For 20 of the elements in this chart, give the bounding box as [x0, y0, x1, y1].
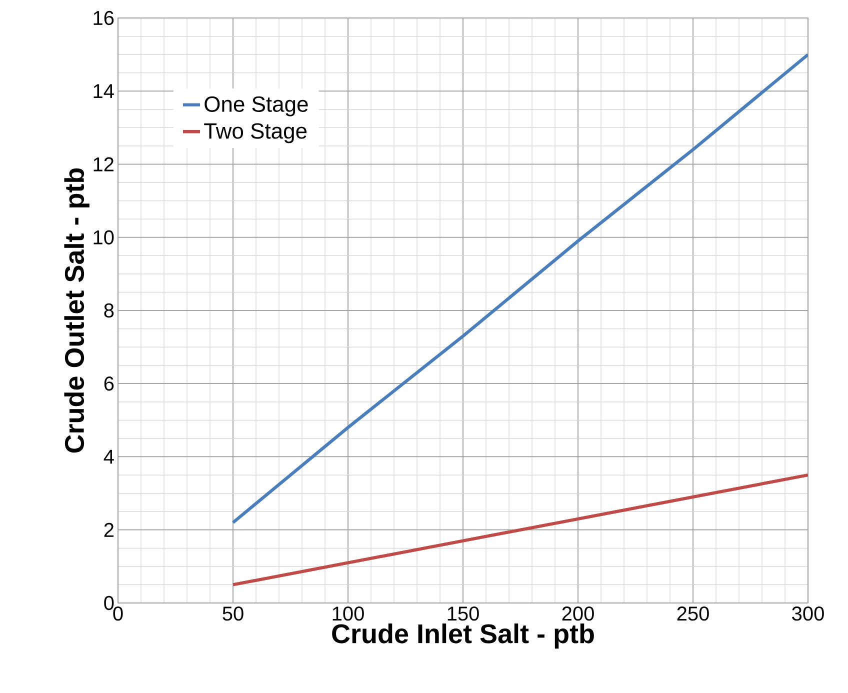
- y-tick-label: 10: [94, 230, 114, 244]
- x-tick-label: 300: [792, 606, 824, 621]
- x-tick-label: 100: [332, 606, 364, 621]
- y-tick-label: 4: [104, 450, 114, 464]
- legend-label: One Stage: [204, 96, 308, 116]
- x-tick-label: 150: [448, 606, 479, 621]
- y-tick-label: 16: [94, 10, 114, 26]
- y-axis-title: Crude Outlet Salt - ptb: [64, 168, 90, 453]
- y-tick-label: 0: [104, 596, 114, 610]
- x-tick-label: 0: [113, 606, 123, 621]
- y-tick-label: 6: [104, 376, 114, 391]
- y-tick-label: 2: [104, 522, 114, 537]
- x-tick-label: 250: [677, 606, 709, 621]
- y-tick-label: 8: [104, 303, 114, 318]
- y-tick-label: 12: [94, 157, 114, 172]
- y-tick-label: 14: [94, 84, 114, 98]
- legend-label: Two Stage: [204, 123, 307, 144]
- x-tick-label: 200: [562, 606, 594, 621]
- x-tick-label: 50: [222, 606, 244, 621]
- x-axis-title: Crude Inlet Salt - ptb: [332, 624, 594, 649]
